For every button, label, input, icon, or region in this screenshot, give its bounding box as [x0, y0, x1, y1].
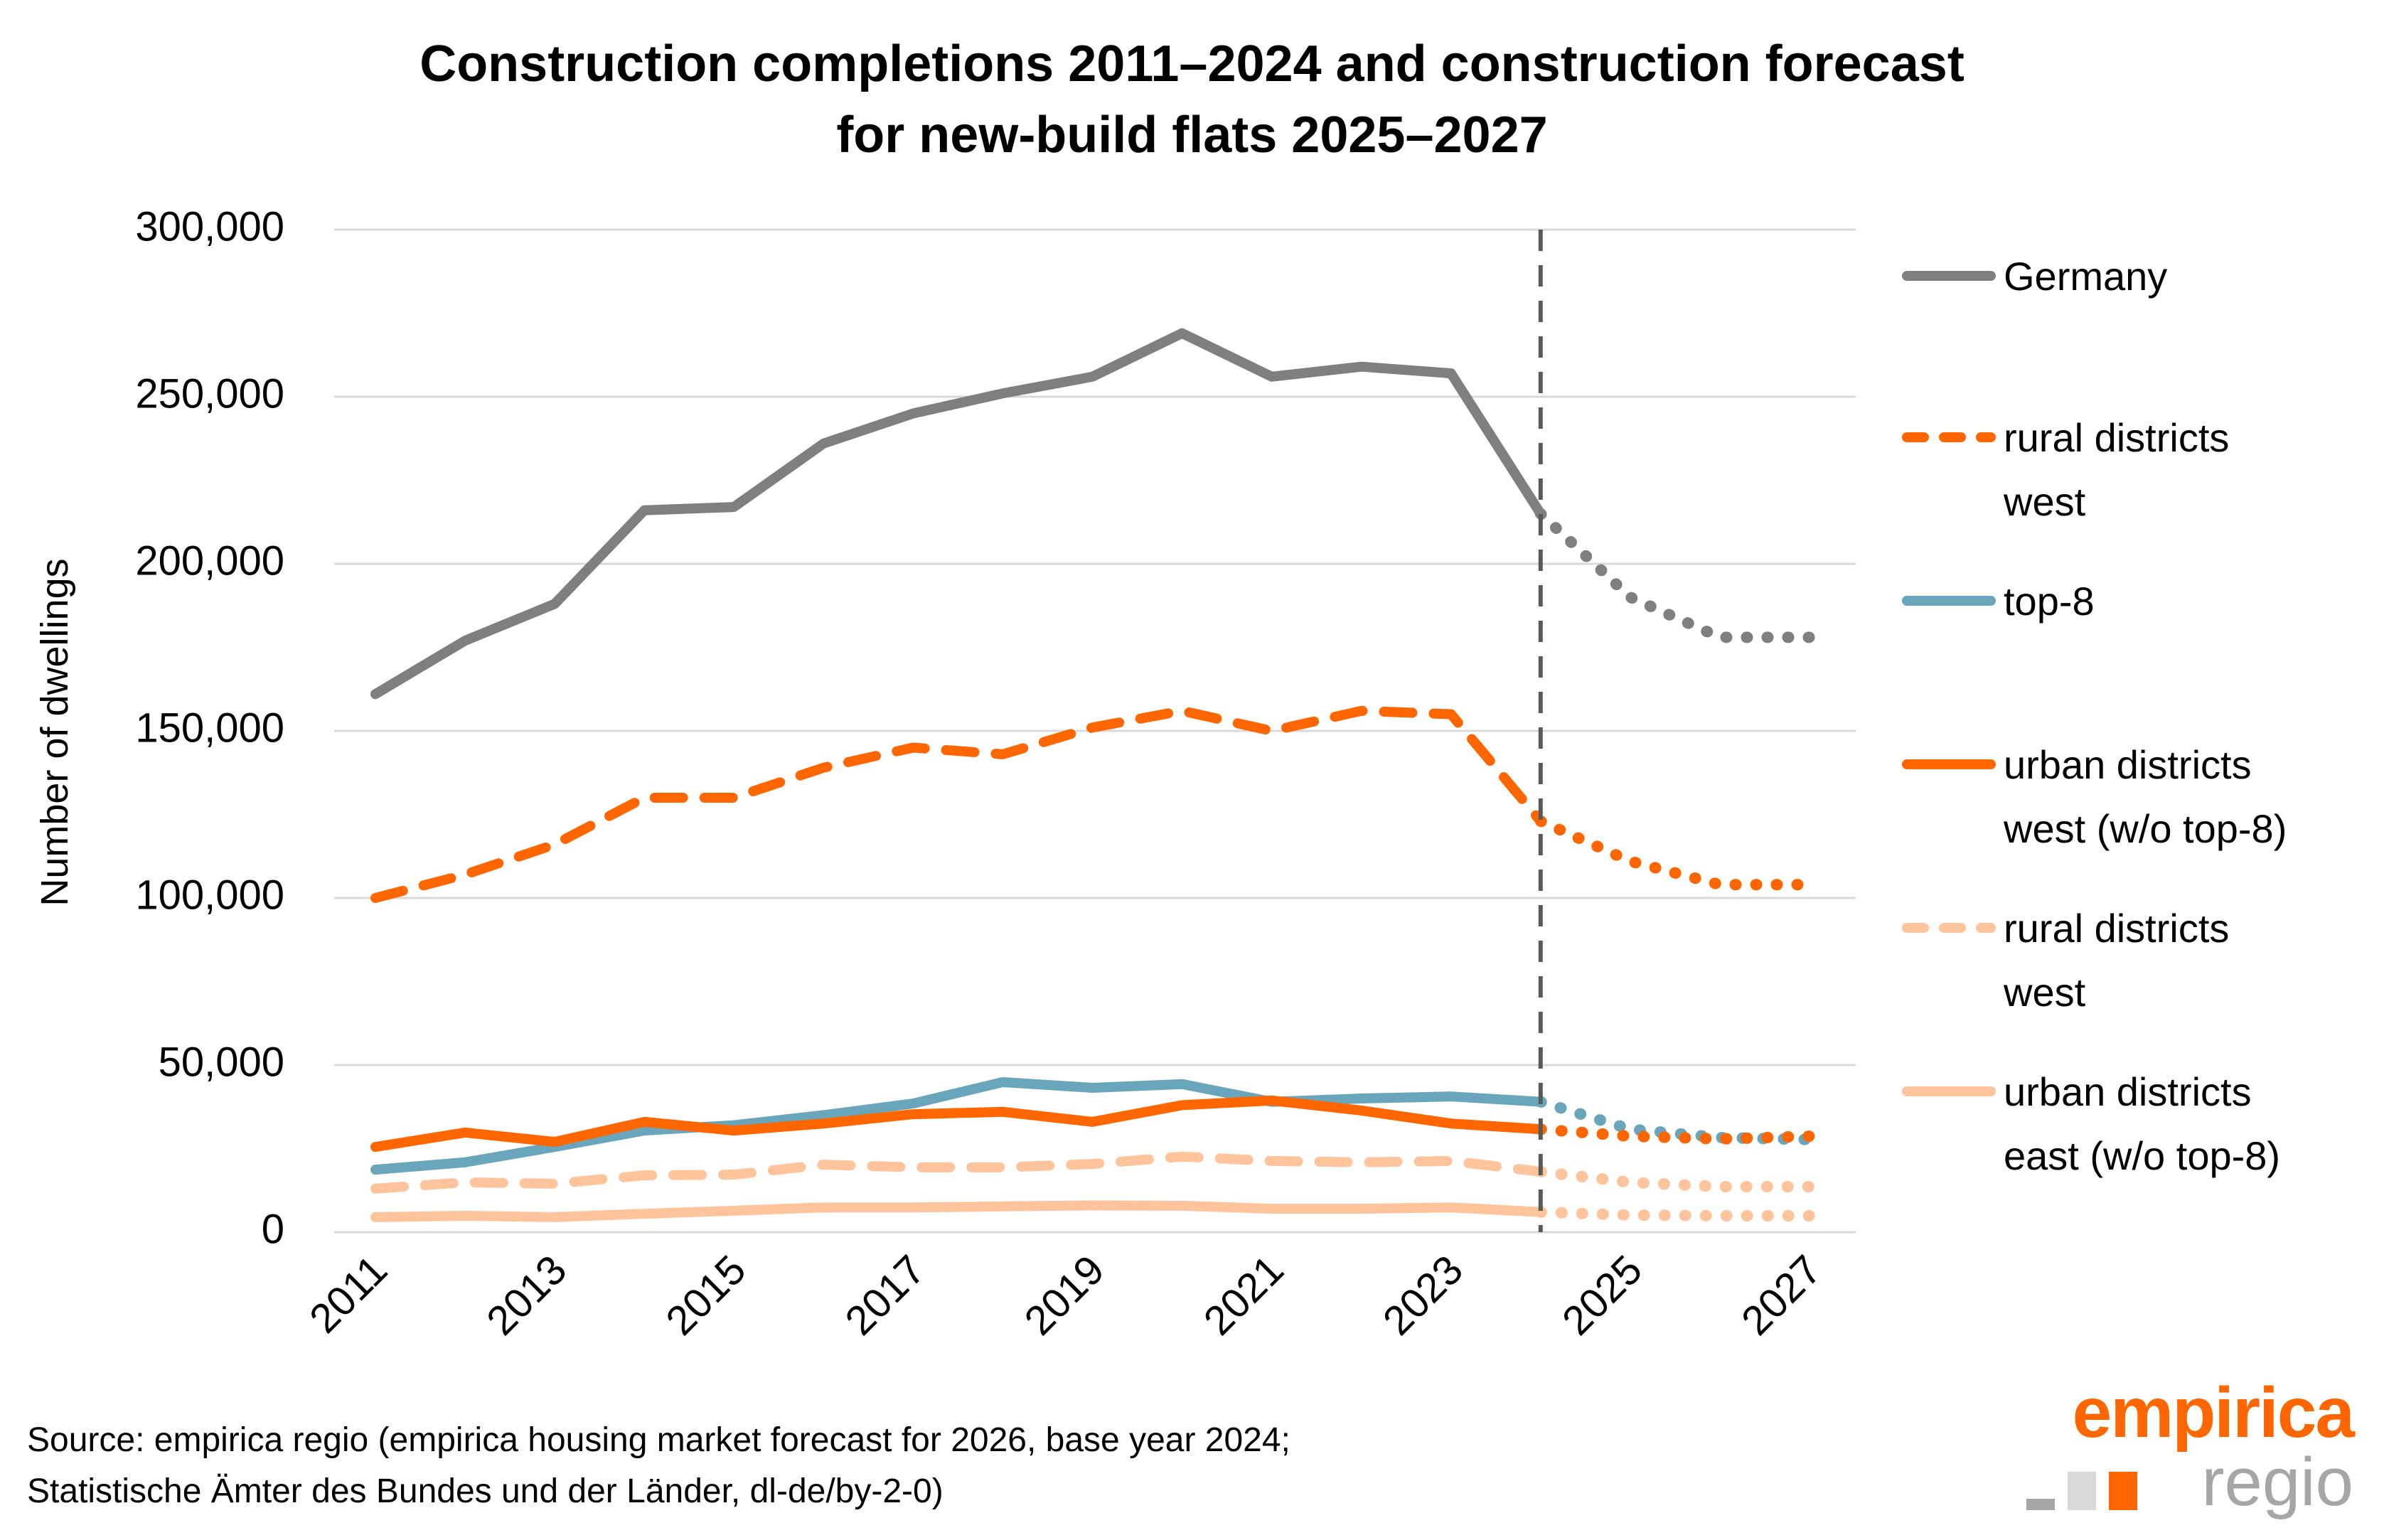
legend-label: rural districts west — [2003, 415, 2229, 524]
y-tick-label: 150,000 — [135, 705, 284, 751]
x-tick-label: 2011 — [301, 1246, 396, 1342]
x-tick-label: 2015 — [657, 1246, 754, 1344]
x-tick-label: 2023 — [1374, 1246, 1472, 1344]
logo-sub-text: regio — [2201, 1444, 2353, 1520]
series-line-forecast — [1534, 508, 1815, 643]
series-line-actual — [370, 1076, 1546, 1175]
empirica-regio-logo: empirica regio — [2012, 1372, 2368, 1529]
logo-bar-1-icon — [2026, 1499, 2055, 1510]
x-axis-ticks: 2011 2013 2015 2017 2019 2021 2023 2025 2027 — [301, 1246, 1830, 1344]
series-line-actual — [370, 1151, 1546, 1194]
y-tick-label: 300,000 — [135, 203, 284, 250]
series-line-actual — [370, 1095, 1546, 1153]
legend-item: rural districts west — [1902, 906, 2229, 1015]
series-line-actual — [370, 705, 1546, 903]
legend-label: Germany — [2004, 254, 2167, 299]
series-line-forecast — [1534, 1206, 1815, 1221]
legend-label: urban districts west (w/o top-8) — [2003, 742, 2287, 851]
x-tick-label: 2019 — [1015, 1246, 1113, 1344]
x-tick-label: 2017 — [836, 1246, 934, 1344]
legend-item: Germany — [1902, 254, 2167, 299]
x-tick-label: 2021 — [1195, 1246, 1293, 1344]
source-line-1: Source: empirica regio (empirica housing… — [27, 1421, 1290, 1459]
y-axis-label: Number of dwellings — [33, 558, 76, 906]
legend-label: top-8 — [2004, 579, 2095, 624]
chart-title-line-1: Construction completions 2011–2024 and c… — [419, 36, 1965, 92]
x-tick-label: 2025 — [1554, 1246, 1651, 1344]
y-tick-label: 200,000 — [135, 538, 284, 584]
legend-item: rural districts west — [1902, 415, 2229, 524]
y-tick-label: 0 — [262, 1206, 284, 1252]
chart-title-line-2: for new-build flats 2025–2027 — [836, 107, 1548, 164]
chart-title: Construction completions 2011–2024 and c… — [0, 28, 2384, 171]
series-4 — [370, 1151, 1815, 1194]
logo-bar-3-icon — [2109, 1472, 2137, 1510]
y-tick-label: 250,000 — [135, 370, 284, 417]
series-line-forecast — [1534, 1165, 1815, 1193]
series-lines — [370, 328, 1815, 1222]
y-axis-ticks: 0 50,000 100,000 150,000 200,000 250,000 300,0… — [135, 203, 284, 1252]
x-tick-label: 2013 — [478, 1246, 575, 1344]
x-tick-label: 2027 — [1733, 1246, 1830, 1344]
series-line-forecast — [1534, 815, 1815, 891]
series-5 — [370, 1200, 1815, 1222]
logo-brand-text: empirica — [2072, 1373, 2355, 1453]
source-note: Source: empirica regio (empirica housing… — [27, 1415, 1290, 1517]
series-line-actual — [370, 1200, 1546, 1222]
legend-item: top-8 — [1902, 579, 2095, 624]
series-0 — [370, 328, 1815, 700]
series-1 — [370, 705, 1815, 903]
legend: Germany rural districts west top-8 urban dis… — [1902, 254, 2287, 1178]
source-line-2: Statistische Ämter des Bundes und der Lä… — [27, 1472, 944, 1510]
series-line-actual — [370, 328, 1546, 700]
logo-bar-2-icon — [2068, 1472, 2096, 1510]
series-line-forecast — [1534, 1123, 1815, 1145]
legend-label: urban districts east (w/o top-8) — [2004, 1069, 2280, 1178]
legend-item: urban districts west (w/o top-8) — [1902, 742, 2287, 851]
series-3 — [370, 1095, 1815, 1153]
y-tick-label: 100,000 — [135, 872, 284, 918]
legend-item: urban districts east (w/o top-8) — [1902, 1069, 2280, 1178]
y-tick-label: 50,000 — [159, 1039, 284, 1085]
legend-label: rural districts west — [2003, 906, 2229, 1015]
